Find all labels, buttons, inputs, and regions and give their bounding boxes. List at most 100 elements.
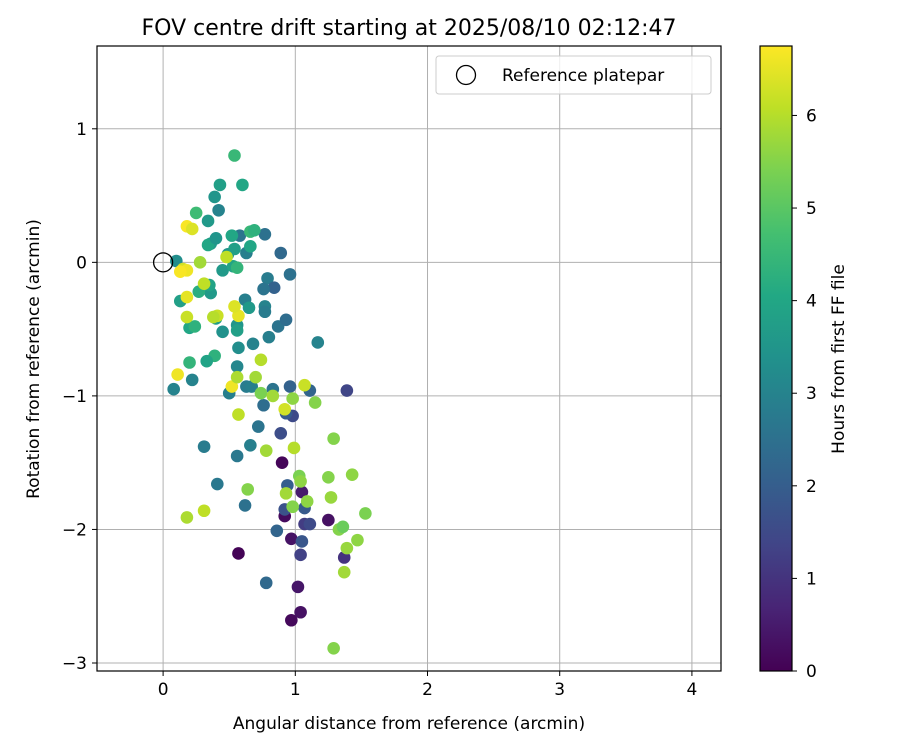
x-tick-label: 3	[554, 680, 565, 700]
y-tick-label: −1	[62, 387, 87, 407]
scatter-point	[244, 240, 257, 253]
scatter-point	[285, 613, 298, 627]
scatter-point	[242, 301, 256, 315]
scatter-point	[283, 380, 297, 393]
scatter-point	[216, 325, 229, 339]
scatter-point	[286, 392, 299, 405]
scatter-point	[241, 483, 255, 496]
y-tick-label: 1	[76, 120, 87, 140]
scatter-point	[294, 605, 307, 619]
scatter-point	[230, 360, 244, 373]
legend-label: Reference platepar	[502, 66, 664, 86]
colorbar-frame	[759, 45, 793, 672]
scatter-point	[322, 513, 335, 527]
scatter-point	[173, 265, 187, 278]
x-axis-label: Angular distance from reference (arcmin)	[233, 714, 585, 734]
scatter-point	[258, 228, 272, 241]
scatter-point	[209, 232, 223, 245]
scatter-point	[308, 396, 322, 409]
colorbar-gradient	[760, 46, 792, 671]
plot-frame	[96, 45, 722, 672]
scatter-point	[345, 468, 359, 481]
scatter-point	[351, 533, 364, 547]
scatter-point	[197, 440, 211, 453]
scatter-point	[236, 178, 249, 192]
scatter-point	[216, 264, 229, 277]
scatter-point	[327, 432, 340, 445]
scatter-point	[274, 246, 288, 260]
scatter-point	[230, 449, 244, 463]
y-axis-label: Rotation from reference (arcmin)	[24, 219, 44, 499]
y-tick-label: 0	[76, 253, 87, 273]
scatter-point	[266, 389, 280, 403]
scatter-point	[262, 330, 276, 344]
scatter-point	[230, 370, 244, 384]
scatter-point	[294, 548, 307, 562]
scatter-point	[197, 277, 211, 291]
colorbar-tick-label: 1	[806, 569, 817, 589]
scatter-point	[185, 373, 199, 387]
scatter-point	[270, 524, 284, 538]
scatter-point	[171, 368, 184, 381]
scatter-point	[220, 250, 233, 264]
scatter-point	[225, 380, 239, 393]
scatter-points	[167, 149, 372, 655]
colorbar-tick-label: 6	[806, 106, 817, 126]
reference-platepar-marker	[152, 252, 174, 273]
legend-box	[435, 55, 712, 95]
scatter-point	[275, 456, 289, 469]
scatter-point	[279, 487, 293, 500]
scatter-point	[259, 444, 273, 457]
scatter-point	[180, 290, 194, 304]
scatter-point	[248, 223, 261, 237]
scatter-point	[340, 541, 354, 555]
scatter-point	[287, 441, 301, 455]
chart-title: FOV centre drift starting at 2025/08/10 …	[142, 16, 677, 41]
scatter-point	[261, 272, 274, 285]
scatter-point	[283, 268, 297, 281]
scatter-point	[303, 517, 317, 531]
scatter-point	[238, 499, 252, 512]
x-tick-label: 2	[422, 680, 433, 700]
scatter-point	[254, 353, 268, 367]
scatter-point	[359, 507, 372, 520]
scatter-point	[189, 206, 203, 220]
scatter-point	[258, 305, 272, 319]
scatter-point	[185, 222, 199, 236]
scatter-point	[259, 576, 273, 590]
colorbar-tick-label: 5	[806, 199, 817, 219]
legend: Reference platepar	[435, 55, 712, 95]
scatter-point	[228, 242, 241, 256]
scatter-point	[244, 439, 257, 452]
scatter-point	[322, 471, 335, 484]
scatter-point	[207, 310, 220, 324]
scatter-point	[295, 485, 309, 499]
scatter-point	[197, 504, 211, 518]
scatter-point	[230, 324, 244, 337]
scatter-point	[257, 282, 270, 296]
reference-marker-group	[152, 252, 174, 273]
scatter-point	[337, 565, 351, 579]
scatter-point	[257, 398, 270, 412]
colorbar-tick-label: 4	[806, 292, 817, 312]
scatter-point	[340, 384, 354, 397]
scatter-point	[279, 313, 293, 327]
scatter-point	[286, 500, 299, 514]
scatter-point	[291, 580, 305, 594]
scatter-point	[285, 532, 298, 546]
scatter-point	[294, 475, 307, 488]
scatter-point	[298, 378, 311, 392]
scatter-point	[249, 370, 262, 384]
scatter-point	[212, 203, 225, 217]
y-axis-ticks: −3 −2 −1 0 1	[62, 120, 97, 674]
scatter-point	[211, 477, 224, 491]
colorbar-label: Hours from first FF file	[829, 264, 849, 454]
scatter-point	[251, 420, 265, 433]
x-tick-label: 1	[290, 680, 301, 700]
scatter-point	[278, 402, 292, 416]
scatter-point	[228, 149, 241, 162]
grid-lines	[97, 46, 721, 671]
scatter-point	[225, 229, 239, 242]
x-axis-ticks: 0 1 2 3 4	[158, 671, 697, 700]
scatter-point	[300, 495, 314, 508]
